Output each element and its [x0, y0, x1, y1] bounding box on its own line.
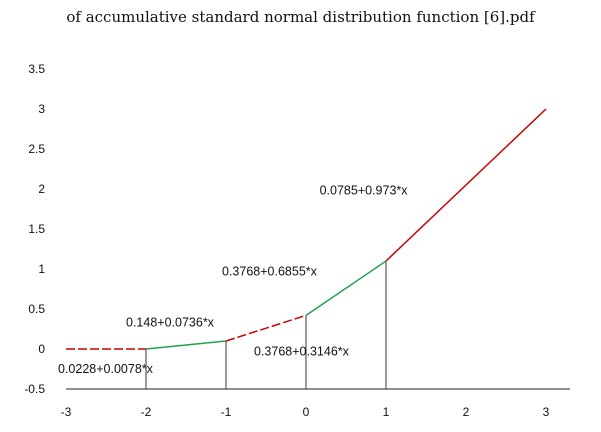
segment-annotation: 0.0228+0.0078*x: [58, 362, 154, 376]
x-tick-label: -3: [61, 405, 72, 419]
series-line: [145, 340, 227, 350]
x-tick-label: 2: [463, 405, 470, 419]
y-tick-label: -0.5: [24, 382, 45, 396]
segment-annotations: 0.0228+0.0078*x 0.148+0.0736*x 0.3768+0.31…: [58, 184, 408, 376]
x-tick-labels: -3 -2 -1 0 1 2 3: [61, 405, 550, 419]
x-tick-label: 3: [543, 405, 550, 419]
y-tick-labels: -0.5 0 0.5 1 1.5 2 2.5 3 3.5: [24, 62, 45, 396]
series-line: [385, 108, 547, 262]
y-tick-label: 1: [38, 262, 45, 276]
series-line: [225, 314, 307, 342]
x-tick-label: -2: [141, 405, 152, 419]
x-tick-label: -1: [221, 405, 232, 419]
y-tick-label: 0.5: [28, 302, 45, 316]
series-lines: [66, 108, 547, 350]
segment-annotation: 0.3768+0.3146*x: [254, 344, 350, 358]
segment-annotation: 0.3768+0.6855*x: [222, 264, 318, 278]
y-tick-label: 3.5: [28, 62, 45, 76]
series-line: [305, 260, 387, 317]
x-tick-label: 0: [303, 405, 310, 419]
y-tick-label: 0: [38, 342, 45, 356]
chart-title: of accumulative standard normal distribu…: [66, 8, 535, 26]
segment-annotation: 0.148+0.0736*x: [126, 316, 215, 330]
segment-annotation: 0.0785+0.973*x: [320, 184, 409, 198]
y-tick-label: 2: [38, 182, 45, 196]
y-tick-label: 2.5: [28, 142, 45, 156]
y-tick-label: 1.5: [28, 222, 45, 236]
y-tick-label: 3: [38, 102, 45, 116]
segment-dividers: [145, 261, 387, 389]
x-tick-label: 1: [383, 405, 390, 419]
